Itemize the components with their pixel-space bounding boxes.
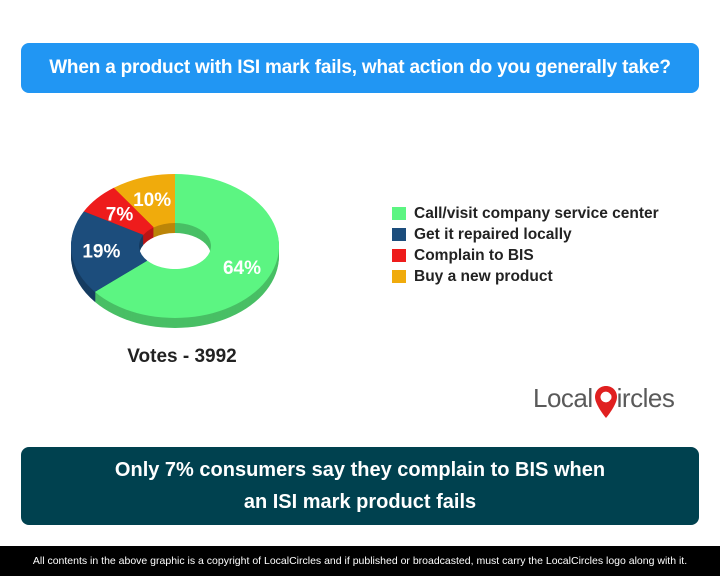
- donut-slice: [83, 187, 154, 235]
- legend-item: Complain to BIS: [392, 245, 692, 266]
- slice-value-label: 64%: [223, 258, 261, 279]
- question-banner: When a product with ISI mark fails, what…: [21, 43, 699, 93]
- map-pin-icon: [594, 385, 618, 419]
- legend-swatch: [392, 270, 406, 283]
- footer-text: All contents in the above graphic is a c…: [32, 555, 688, 567]
- localcircles-logo: Local ircles: [533, 378, 693, 418]
- legend-label: Complain to BIS: [414, 246, 534, 264]
- donut-slices: [71, 174, 279, 318]
- legend-swatch: [392, 228, 406, 241]
- donut-slice: [94, 174, 279, 318]
- donut-slice: [71, 211, 148, 292]
- legend-item: Call/visit company service center: [392, 203, 692, 224]
- legend-item: Buy a new product: [392, 266, 692, 287]
- slice-value-label: 7%: [106, 204, 134, 225]
- logo-text-ircles: ircles: [616, 382, 675, 413]
- slice-value-label: 19%: [82, 242, 120, 263]
- legend-swatch: [392, 207, 406, 220]
- logo-text-local: Local: [533, 382, 593, 413]
- legend-label: Call/visit company service center: [414, 204, 659, 222]
- legend-label: Get it repaired locally: [414, 225, 572, 243]
- question-text: When a product with ISI mark fails, what…: [49, 57, 671, 78]
- donut-labels: 64% 19% 7%10%: [82, 190, 261, 279]
- slice-value-label: 10%: [133, 190, 171, 211]
- legend-item: Get it repaired locally: [392, 224, 692, 245]
- donut-slice: [113, 174, 175, 228]
- legend-swatch: [392, 249, 406, 262]
- legend-label: Buy a new product: [414, 267, 553, 285]
- legend: Call/visit company service center Get it…: [392, 203, 692, 287]
- copyright-footer: All contents in the above graphic is a c…: [0, 546, 720, 576]
- votes-count: Votes - 3992: [127, 346, 237, 367]
- conclusion-text: Only 7% consumers say they complain to B…: [114, 459, 606, 513]
- conclusion-banner: Only 7% consumers say they complain to B…: [21, 447, 699, 525]
